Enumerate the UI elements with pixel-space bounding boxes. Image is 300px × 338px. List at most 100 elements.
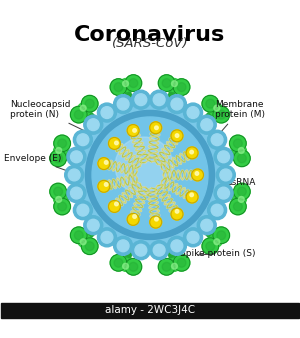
Bar: [2, 303, 298, 318]
Circle shape: [190, 193, 194, 197]
Circle shape: [58, 202, 67, 211]
Text: alamy - 2WC3J4C: alamy - 2WC3J4C: [105, 306, 195, 315]
Circle shape: [206, 242, 215, 251]
Circle shape: [50, 150, 67, 167]
Circle shape: [123, 263, 128, 269]
Circle shape: [214, 184, 233, 202]
Circle shape: [123, 81, 128, 87]
Circle shape: [197, 115, 216, 134]
Circle shape: [192, 169, 203, 181]
Circle shape: [56, 196, 62, 202]
Circle shape: [233, 183, 250, 200]
Text: Spike protein (S): Spike protein (S): [180, 249, 255, 258]
Circle shape: [190, 150, 194, 154]
Circle shape: [162, 79, 171, 88]
Circle shape: [201, 219, 213, 231]
Circle shape: [84, 216, 103, 235]
Circle shape: [70, 151, 82, 163]
Circle shape: [238, 147, 244, 153]
Circle shape: [153, 94, 165, 105]
Circle shape: [114, 258, 123, 267]
Text: (SARS-CoV): (SARS-CoV): [112, 37, 188, 50]
Circle shape: [127, 213, 139, 225]
Circle shape: [218, 187, 230, 199]
Text: Coronavirus: Coronavirus: [74, 25, 226, 45]
Circle shape: [177, 82, 186, 92]
Circle shape: [101, 107, 113, 118]
Circle shape: [167, 78, 181, 92]
Circle shape: [167, 236, 186, 255]
Circle shape: [98, 228, 116, 247]
Circle shape: [70, 187, 82, 199]
Circle shape: [167, 258, 181, 271]
Circle shape: [150, 90, 169, 109]
Circle shape: [78, 103, 91, 116]
Circle shape: [150, 241, 169, 260]
Circle shape: [213, 106, 230, 123]
Circle shape: [54, 198, 70, 215]
Circle shape: [237, 187, 246, 196]
Circle shape: [158, 75, 175, 91]
Circle shape: [202, 95, 219, 112]
Circle shape: [238, 196, 244, 202]
Circle shape: [155, 126, 158, 129]
Circle shape: [74, 231, 83, 240]
Circle shape: [80, 105, 86, 111]
Circle shape: [68, 169, 80, 181]
Circle shape: [98, 103, 116, 122]
Circle shape: [233, 192, 246, 206]
Circle shape: [101, 232, 113, 243]
Circle shape: [115, 202, 118, 206]
Circle shape: [54, 192, 67, 206]
Circle shape: [115, 137, 173, 195]
Circle shape: [70, 106, 87, 123]
Circle shape: [74, 130, 92, 149]
Circle shape: [77, 134, 89, 146]
Circle shape: [177, 258, 186, 267]
Circle shape: [54, 154, 63, 163]
Circle shape: [74, 201, 92, 220]
Circle shape: [201, 119, 213, 130]
Circle shape: [217, 110, 226, 119]
Circle shape: [110, 79, 127, 95]
Circle shape: [115, 141, 118, 145]
Circle shape: [84, 115, 103, 134]
Circle shape: [135, 94, 147, 105]
Circle shape: [70, 227, 87, 244]
Circle shape: [162, 262, 171, 271]
Circle shape: [119, 258, 133, 271]
Circle shape: [150, 122, 162, 134]
Circle shape: [171, 208, 183, 220]
Circle shape: [187, 107, 199, 118]
Circle shape: [81, 95, 98, 112]
Circle shape: [155, 217, 158, 221]
Circle shape: [74, 110, 83, 119]
Circle shape: [114, 236, 133, 255]
Circle shape: [114, 82, 123, 92]
Circle shape: [150, 216, 162, 228]
Circle shape: [127, 125, 139, 137]
Circle shape: [85, 99, 94, 108]
Circle shape: [133, 129, 136, 132]
Circle shape: [131, 90, 150, 109]
Circle shape: [158, 259, 175, 275]
Circle shape: [56, 147, 62, 153]
Circle shape: [233, 202, 242, 211]
Circle shape: [233, 139, 242, 148]
Circle shape: [80, 239, 86, 245]
Circle shape: [109, 138, 120, 149]
Circle shape: [117, 240, 129, 252]
Circle shape: [114, 95, 133, 114]
Circle shape: [216, 165, 235, 185]
Circle shape: [135, 244, 147, 256]
Circle shape: [187, 232, 199, 243]
Circle shape: [167, 95, 186, 114]
Circle shape: [209, 234, 222, 247]
Circle shape: [173, 255, 190, 271]
Circle shape: [172, 81, 177, 87]
Circle shape: [117, 98, 129, 110]
Circle shape: [214, 239, 220, 245]
Circle shape: [171, 240, 183, 252]
Text: Membrane
protein (M): Membrane protein (M): [211, 100, 266, 143]
Circle shape: [65, 165, 84, 185]
